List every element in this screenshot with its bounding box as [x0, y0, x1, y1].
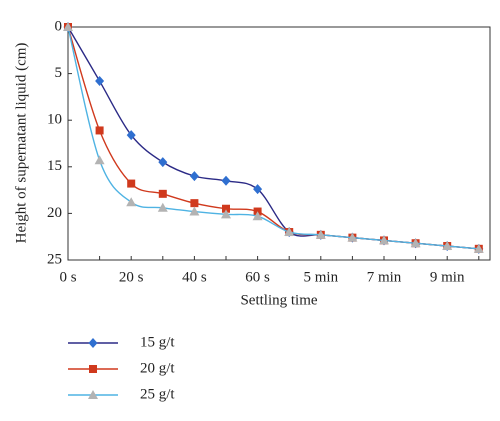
y-tick-label: 10: [47, 112, 62, 128]
marker: [252, 211, 263, 221]
legend-label: 25 g/t: [140, 386, 175, 402]
x-tick-label: 0 s: [59, 269, 76, 285]
y-tick-label: 25: [47, 251, 62, 267]
legend-marker: [89, 365, 97, 373]
x-tick-label: 40 s: [182, 269, 207, 285]
y-tick-label: 0: [55, 18, 63, 34]
x-axis-label: Settling time: [240, 292, 317, 308]
marker: [158, 157, 168, 168]
legend-marker: [88, 390, 98, 399]
marker: [158, 189, 167, 198]
y-tick-label: 20: [47, 205, 62, 221]
marker: [126, 197, 137, 207]
marker: [95, 76, 105, 87]
x-tick-label: 5 min: [304, 269, 339, 285]
marker: [410, 238, 421, 248]
marker: [379, 235, 389, 245]
marker: [95, 126, 104, 135]
marker: [473, 243, 484, 253]
y-tick-label: 15: [47, 158, 62, 174]
marker: [253, 184, 263, 195]
marker: [442, 241, 453, 251]
marker: [221, 175, 231, 186]
marker: [347, 232, 358, 242]
marker: [189, 171, 199, 182]
marker: [315, 229, 326, 239]
marker: [94, 155, 105, 165]
x-tick-label: 60 s: [245, 269, 270, 285]
x-tick-label: 7 min: [367, 269, 402, 285]
legend-label: 15 g/t: [140, 334, 175, 350]
marker: [127, 179, 136, 188]
legend-label: 20 g/t: [140, 360, 175, 376]
marker: [222, 204, 230, 213]
marker: [189, 206, 200, 216]
y-tick-label: 5: [55, 65, 63, 81]
x-tick-label: 20 s: [119, 269, 144, 285]
marker: [221, 209, 231, 219]
marker: [157, 202, 168, 212]
y-axis-label: Height of supernatant liquid (cm): [13, 43, 29, 244]
marker: [190, 199, 199, 208]
plot-frame: [67, 26, 491, 261]
series-line: [67, 26, 479, 250]
legend-marker: [88, 338, 98, 348]
marker: [126, 130, 136, 141]
marker: [284, 227, 295, 237]
marker: [63, 22, 73, 31]
x-tick-label: 9 min: [430, 269, 465, 285]
